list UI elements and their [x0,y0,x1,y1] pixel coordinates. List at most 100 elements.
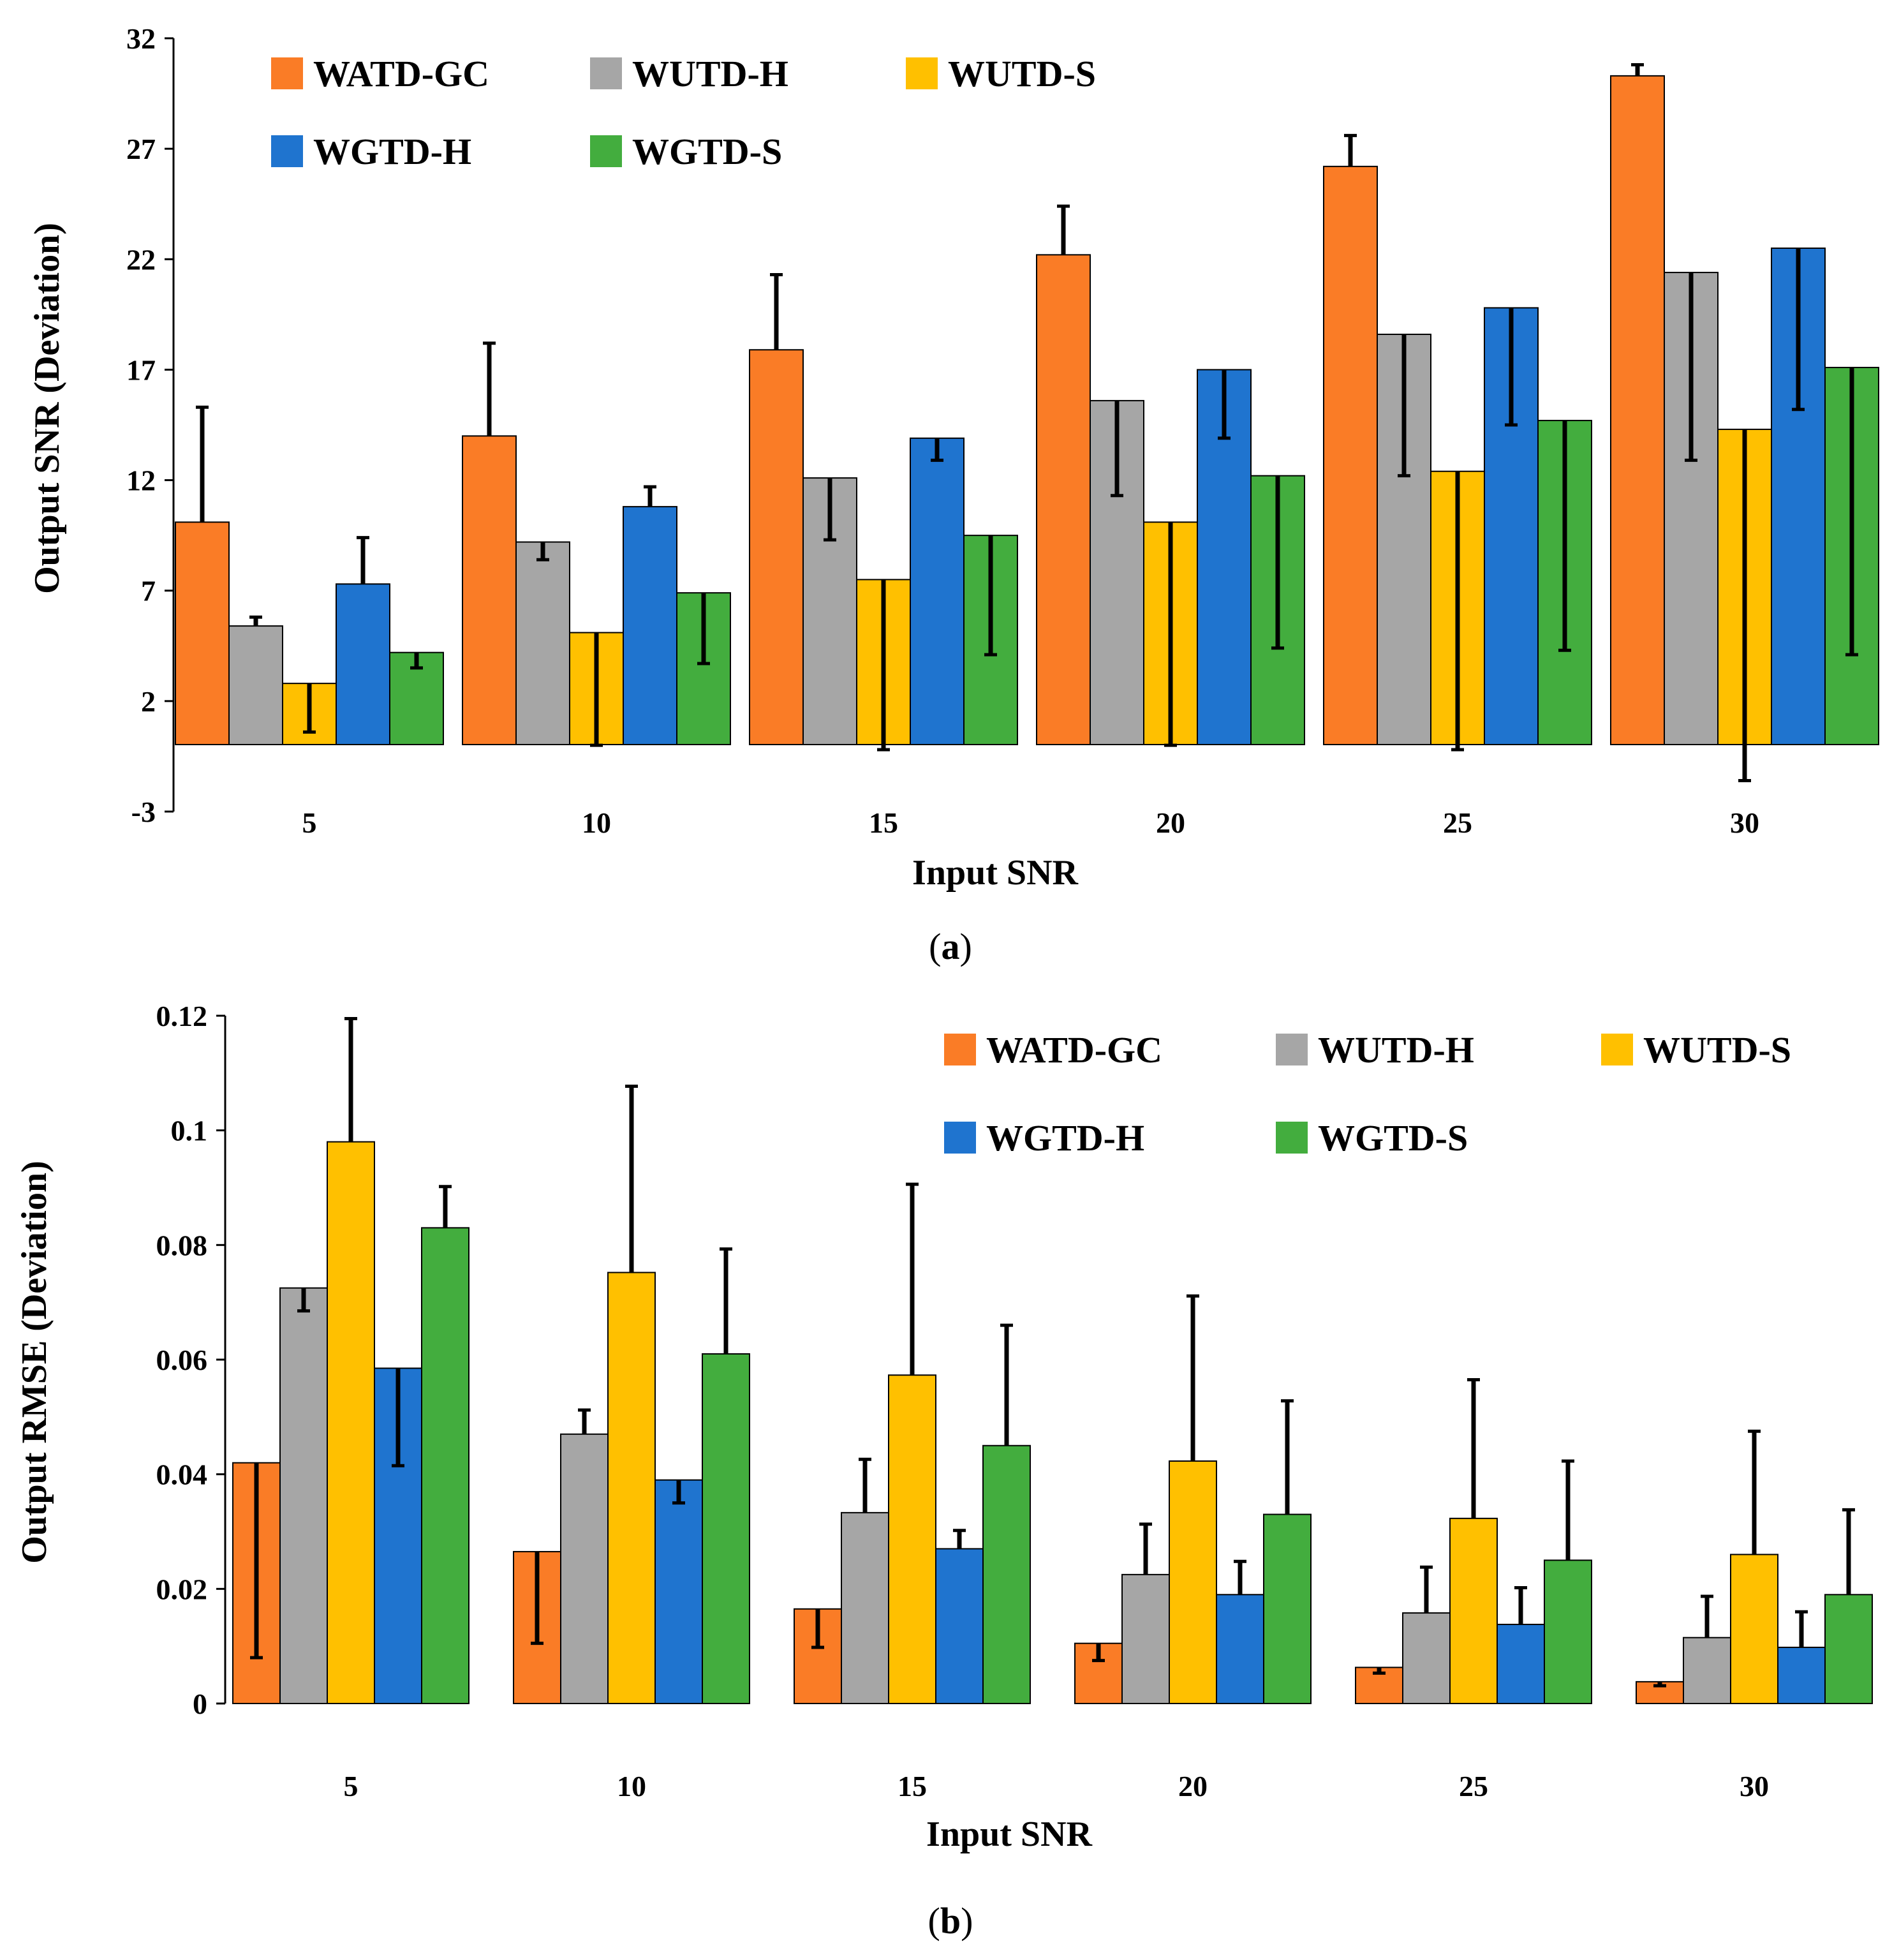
bar-wgtd-s-10 [702,1353,750,1704]
y-tick-label: 0.08 [156,1229,208,1261]
legend-swatch-wutd-h [590,57,622,89]
legend-label-wgtd-h: WGTD-H [313,131,471,172]
x-tick-label: 5 [302,806,317,839]
legend-swatch-watd-gc [271,57,303,89]
y-tick-label: 0.02 [156,1573,208,1605]
x-tick-label: 25 [1459,1770,1488,1802]
bar-wgtd-s-5 [421,1227,469,1704]
bar-wgtd-h-30 [1777,1646,1826,1705]
panel-b-legend: WATD-GC WUTD-H WUTD-S WGTD-H WGTD-S [944,1029,1791,1159]
legend-swatch-wutd-h [1276,1034,1308,1065]
bar-wutd-h-10 [515,541,570,745]
legend-swatch-wutd-s [1601,1034,1633,1065]
bar-watd-gc-10 [462,435,517,745]
y-tick-label: 0 [193,1688,207,1720]
bar-wutd-h-25 [1402,1612,1451,1704]
bar-wutd-s-10 [607,1272,656,1705]
x-tick-label: 10 [617,1770,646,1802]
panel-b-label: b [940,1900,961,1941]
bar-wgtd-h-25 [1497,1624,1545,1705]
legend-label-wutd-s: WUTD-S [1643,1029,1791,1071]
x-tick-label: 30 [1730,806,1759,839]
legend-label-wgtd-s: WGTD-S [1318,1117,1468,1159]
bar-watd-gc-15 [749,349,804,745]
y-tick-label: 12 [126,464,156,497]
y-tick-label: 0.1 [171,1115,208,1147]
chart-panel-b: 0 0.02 0.04 0.06 0.08 0.1 0.12 5 10 15 20 25 30 WAT… [15,1000,1873,1941]
bar-wutd-h-5 [279,1287,328,1705]
bar-wgtd-s-20 [1263,1513,1312,1705]
bar-wutd-h-10 [560,1433,609,1705]
bar-wutd-s-5 [327,1141,375,1704]
bar-wgtd-h-10 [623,506,677,746]
legend-label-wutd-h: WUTD-H [1318,1029,1474,1071]
panel-a-label: a [942,926,960,967]
y-tick-label: 2 [141,685,156,718]
legend-swatch-wgtd-s [590,135,622,167]
panel-b-caption: (b) [928,1900,973,1941]
panel-a-x-tick-labels: 5 10 15 20 25 30 [302,806,1760,839]
x-tick-label: 25 [1443,806,1472,839]
bar-wgtd-s-15 [982,1444,1031,1704]
legend-swatch-wgtd-h [944,1122,976,1154]
bar-wutd-s-15 [888,1374,936,1704]
y-tick-label: -3 [131,796,156,828]
bar-wutd-h-15 [841,1511,889,1704]
panel-a-bars [175,75,1879,746]
panel-a-x-axis-title: Input SNR [912,853,1078,893]
panel-b-bars [232,1141,1873,1705]
y-tick-label: 22 [126,243,156,276]
legend-swatch-wgtd-h [271,135,303,167]
panel-b-y-tick-labels: 0 0.02 0.04 0.06 0.08 0.1 0.12 [156,1000,208,1720]
x-tick-label: 15 [898,1770,927,1802]
bar-wgtd-h-5 [336,583,390,746]
legend-label-wutd-s: WUTD-S [948,53,1096,94]
bar-wgtd-h-10 [654,1479,703,1704]
y-tick-label: 0.12 [156,1000,208,1032]
panel-a-error-bars [196,63,1858,783]
panel-a-y-axis-title: Output SNR (Deviation) [27,223,67,594]
bar-wgtd-s-25 [1544,1559,1592,1705]
legend-label-wutd-h: WUTD-H [632,53,788,94]
panel-b-axes [216,1014,226,1705]
bar-watd-gc-25 [1323,165,1378,745]
panel-b-x-axis-title: Input SNR [926,1815,1092,1854]
y-tick-label: 17 [126,353,156,386]
legend-swatch-watd-gc [944,1034,976,1065]
bar-wgtd-h-20 [1216,1594,1264,1704]
panel-a-caption: (a) [929,926,972,967]
legend-swatch-wutd-s [906,57,938,89]
bar-wutd-s-30 [1730,1554,1778,1705]
bar-watd-gc-30 [1610,75,1665,746]
panel-b-error-bars [250,1016,1855,1688]
bar-wutd-s-25 [1449,1517,1498,1705]
bar-wutd-h-5 [228,625,283,745]
bar-wutd-h-20 [1121,1573,1170,1704]
bar-wgtd-s-30 [1824,1594,1873,1704]
x-tick-label: 20 [1178,1770,1208,1802]
x-tick-label: 20 [1156,806,1185,839]
bar-wutd-h-30 [1683,1637,1731,1704]
panel-b-y-axis-title: Output RMSE (Deviation) [15,1161,54,1564]
legend-label-wgtd-h: WGTD-H [986,1117,1144,1159]
x-tick-label: 15 [869,806,898,839]
y-tick-label: 0.06 [156,1344,208,1376]
legend-swatch-wgtd-s [1276,1122,1308,1154]
panel-a-axes [165,37,175,813]
y-tick-label: 7 [141,575,156,607]
bar-wgtd-h-15 [935,1548,984,1704]
x-tick-label: 10 [582,806,611,839]
legend-label-watd-gc: WATD-GC [313,53,489,94]
bar-wutd-s-20 [1169,1460,1217,1704]
legend-label-watd-gc: WATD-GC [986,1029,1162,1071]
bar-wgtd-h-15 [910,437,965,746]
y-tick-label: 27 [126,133,156,165]
y-tick-label: 32 [126,22,156,55]
y-tick-label: 0.04 [156,1459,208,1491]
panel-a-legend: WATD-GC WUTD-H WUTD-S WGTD-H WGTD-S [271,53,1096,172]
x-tick-label: 30 [1740,1770,1769,1802]
legend-label-wgtd-s: WGTD-S [632,131,782,172]
